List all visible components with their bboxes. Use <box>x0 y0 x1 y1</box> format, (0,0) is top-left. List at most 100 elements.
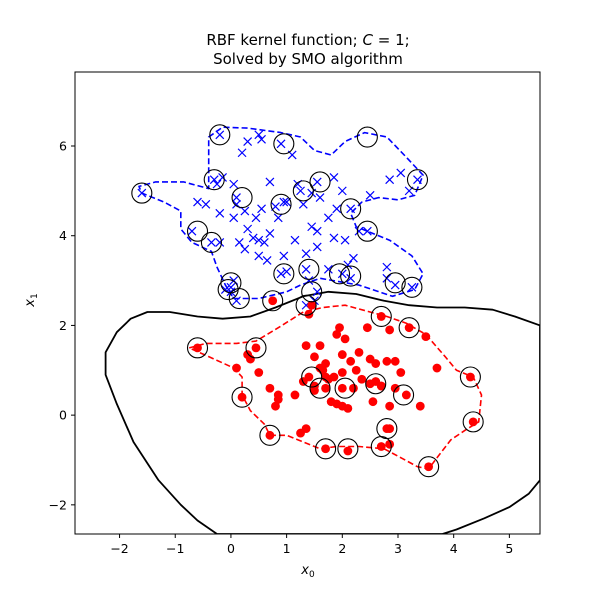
data-point-negative <box>401 390 411 400</box>
support-vector-ring <box>200 231 222 253</box>
support-vector-ring <box>186 337 209 359</box>
data-point-positive <box>215 208 225 218</box>
margin-negative-line <box>188 304 483 470</box>
y-tick-label: 6 <box>59 139 67 154</box>
support-vector-ring <box>301 281 323 303</box>
support-vector-ring <box>203 169 225 191</box>
support-vector-ring <box>337 438 359 460</box>
support-vector-ring <box>309 377 331 399</box>
support-vector-ring <box>131 182 153 204</box>
x-tick-label: 2 <box>338 541 346 556</box>
support-vector-ring <box>365 373 387 395</box>
data-point-positive <box>282 267 292 277</box>
support-vector-ring <box>273 263 295 285</box>
data-point-positive <box>323 213 333 223</box>
y-tick-label: 0 <box>59 408 67 423</box>
data-point-negative <box>265 430 275 440</box>
data-point-negative <box>390 356 400 366</box>
data-point-positive <box>337 269 347 279</box>
support-vector-ring <box>209 124 231 146</box>
data-point-positive <box>298 199 308 209</box>
data-point-negative <box>315 341 325 351</box>
x-tick-label: 0 <box>227 541 235 556</box>
data-point-positive <box>257 134 266 144</box>
data-point-positive <box>413 175 422 185</box>
data-point-positive <box>215 238 225 247</box>
data-point-positive <box>407 282 417 292</box>
data-point-positive <box>240 244 250 254</box>
data-point-negative <box>193 343 202 353</box>
data-point-positive <box>201 199 211 209</box>
data-point-negative <box>332 329 342 339</box>
data-point-negative <box>321 383 330 393</box>
support-vector-ring <box>309 171 331 193</box>
data-point-positive <box>229 179 239 189</box>
data-point-positive <box>212 179 222 189</box>
data-point-negative <box>351 365 361 375</box>
data-point-positive <box>301 264 311 274</box>
data-point-positive <box>257 204 266 214</box>
data-point-negative <box>343 446 353 456</box>
data-point-positive <box>382 262 392 272</box>
data-point-negative <box>301 341 311 351</box>
x-tick-label: 1 <box>283 541 291 556</box>
support-vector-ring <box>245 337 267 359</box>
y-axis-label: x1 <box>23 293 40 307</box>
support-vector-ring <box>398 317 420 339</box>
axis-ticks: −2 −1 0 1 2 3 4 5 −2 0 2 4 6 <box>49 139 514 556</box>
x-tick-label: −2 <box>110 541 128 556</box>
data-point-negative <box>310 381 319 391</box>
data-point-negative <box>376 442 386 451</box>
x-axis-label: x0 <box>300 563 315 580</box>
data-point-positive <box>312 287 322 297</box>
plot-area <box>74 71 541 535</box>
data-point-negative <box>304 372 314 382</box>
data-point-negative <box>468 417 478 427</box>
data-point-negative <box>337 350 347 359</box>
data-point-positive <box>248 233 258 243</box>
data-point-positive <box>312 177 322 187</box>
support-vector-ring <box>334 377 356 399</box>
chart-title-line-2: Solved by SMO algorithm <box>213 50 403 68</box>
support-vector-ring <box>298 258 320 280</box>
series-negative <box>193 296 478 472</box>
data-point-negative <box>254 368 264 377</box>
data-point-positive <box>329 172 339 182</box>
support-vector-ring <box>376 418 398 440</box>
support-vector-ring <box>270 193 292 215</box>
data-point-positive <box>340 235 350 245</box>
data-point-positive <box>323 264 333 274</box>
data-point-positive <box>254 130 264 140</box>
data-point-negative <box>237 392 247 402</box>
data-point-positive <box>262 255 272 265</box>
decision-boundary-line <box>104 290 540 534</box>
data-point-positive <box>207 238 216 247</box>
support-vector-ring <box>459 366 481 388</box>
support-vector-ring <box>328 263 351 285</box>
data-point-negative <box>307 300 317 310</box>
data-point-positive <box>337 186 347 196</box>
data-point-positive <box>273 213 283 223</box>
y-tick-label: 2 <box>59 318 67 333</box>
data-point-negative <box>343 404 353 413</box>
data-point-negative <box>337 383 347 393</box>
data-point-positive <box>276 139 286 149</box>
data-point-negative <box>321 444 330 454</box>
support-vector-ring <box>231 386 253 408</box>
support-vector-ring <box>301 366 323 388</box>
data-point-negative <box>368 397 378 407</box>
support-vector-ring <box>315 438 337 460</box>
support-vector-ring <box>406 169 429 191</box>
support-vector-ring <box>384 272 406 294</box>
support-vector-ring <box>186 220 209 242</box>
data-point-positive <box>209 175 219 185</box>
y-tick-label: 4 <box>59 228 67 243</box>
support-vector-ring <box>292 180 314 202</box>
data-point-positive <box>240 206 250 216</box>
data-point-negative <box>310 352 319 362</box>
data-point-negative <box>404 323 414 333</box>
data-point-positive <box>312 226 322 236</box>
data-point-positive <box>315 193 325 203</box>
chart-title-line-1: RBF kernel function; C = 1; <box>206 31 409 49</box>
